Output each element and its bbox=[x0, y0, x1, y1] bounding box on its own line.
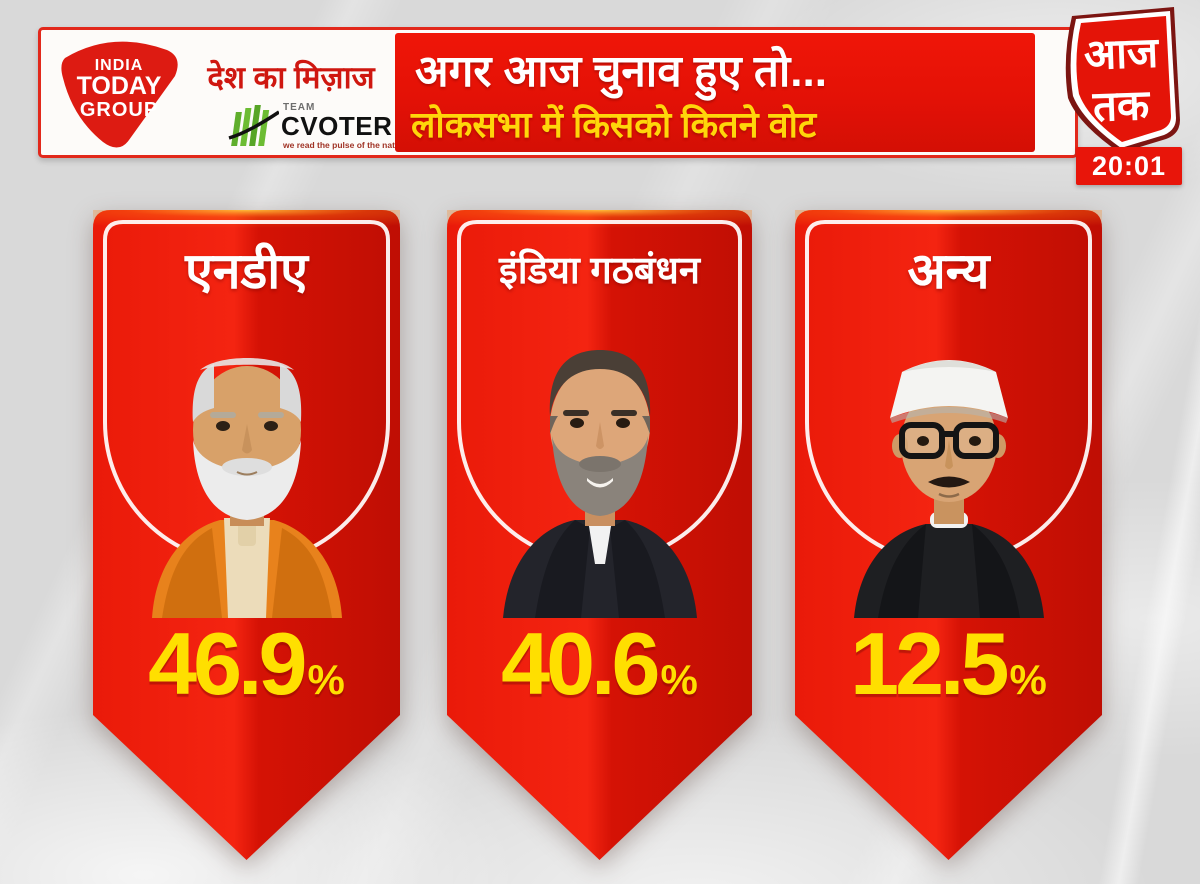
vote-share-india-alliance: 40.6 % bbox=[447, 608, 752, 720]
generic-politician-portrait bbox=[844, 322, 1054, 618]
headline-banner: अगर आज चुनाव हुए तो... लोकसभा में किसको … bbox=[395, 33, 1035, 152]
vote-share-others: 12.5 % bbox=[795, 608, 1102, 720]
itg-line2: TODAY bbox=[76, 72, 162, 101]
header-panel: INDIA TODAY GROUP देश का मिज़ाज TEAM CVO… bbox=[38, 27, 1078, 158]
vote-share-nda: 46.9 % bbox=[93, 608, 400, 720]
india-today-group-logo: INDIA TODAY GROUP bbox=[57, 38, 181, 150]
cvoter-bars-icon bbox=[228, 105, 279, 146]
ribbon-label-others: अन्य bbox=[907, 243, 990, 299]
india-today-group-logo-shape bbox=[61, 41, 178, 148]
aajtak-channel-logo: आज तक bbox=[1056, 2, 1186, 154]
show-title: देश का मिज़ाज bbox=[207, 60, 375, 95]
cvoter-logo: TEAM CVOTER ® we read the pulse of the n… bbox=[209, 100, 439, 152]
percent-sign: % bbox=[1009, 656, 1047, 703]
cvoter-team-label: TEAM bbox=[283, 102, 316, 113]
aajtak-logo-line2: तक bbox=[1092, 81, 1150, 130]
poll-ribbon-others: अन्य 12.5 % bbox=[795, 210, 1102, 860]
itg-line1: INDIA bbox=[94, 57, 144, 74]
narendra-modi-portrait bbox=[142, 322, 352, 618]
percent-sign: % bbox=[660, 656, 698, 703]
headline-line2: लोकसभा में किसको कितने वोट bbox=[411, 104, 817, 145]
india-today-group-logo-text: INDIA TODAY GROUP bbox=[57, 57, 181, 121]
cvoter-name-label: CVOTER bbox=[281, 111, 393, 141]
ribbon-label-india-alliance: इंडिया गठबंधन bbox=[499, 250, 700, 292]
vote-share-value: 46.9 bbox=[148, 614, 307, 713]
clock-badge: 20:01 bbox=[1076, 147, 1182, 185]
headline-line1: अगर आज चुनाव हुए तो... bbox=[415, 47, 827, 96]
poll-ribbon-nda: एनडीए 46.9 % bbox=[93, 210, 400, 860]
vote-share-value: 40.6 bbox=[501, 614, 660, 713]
poll-ribbon-india-alliance: इंडिया गठबंधन 40.6 % bbox=[447, 210, 752, 860]
aajtak-logo-shield bbox=[1065, 7, 1180, 153]
rahul-gandhi-portrait bbox=[495, 322, 705, 618]
percent-sign: % bbox=[307, 656, 345, 703]
vote-share-value: 12.5 bbox=[850, 614, 1009, 713]
itg-line3: GROUP bbox=[79, 98, 159, 121]
ribbon-label-nda: एनडीए bbox=[185, 243, 308, 299]
cvoter-tagline: we read the pulse of the nation bbox=[283, 140, 408, 150]
